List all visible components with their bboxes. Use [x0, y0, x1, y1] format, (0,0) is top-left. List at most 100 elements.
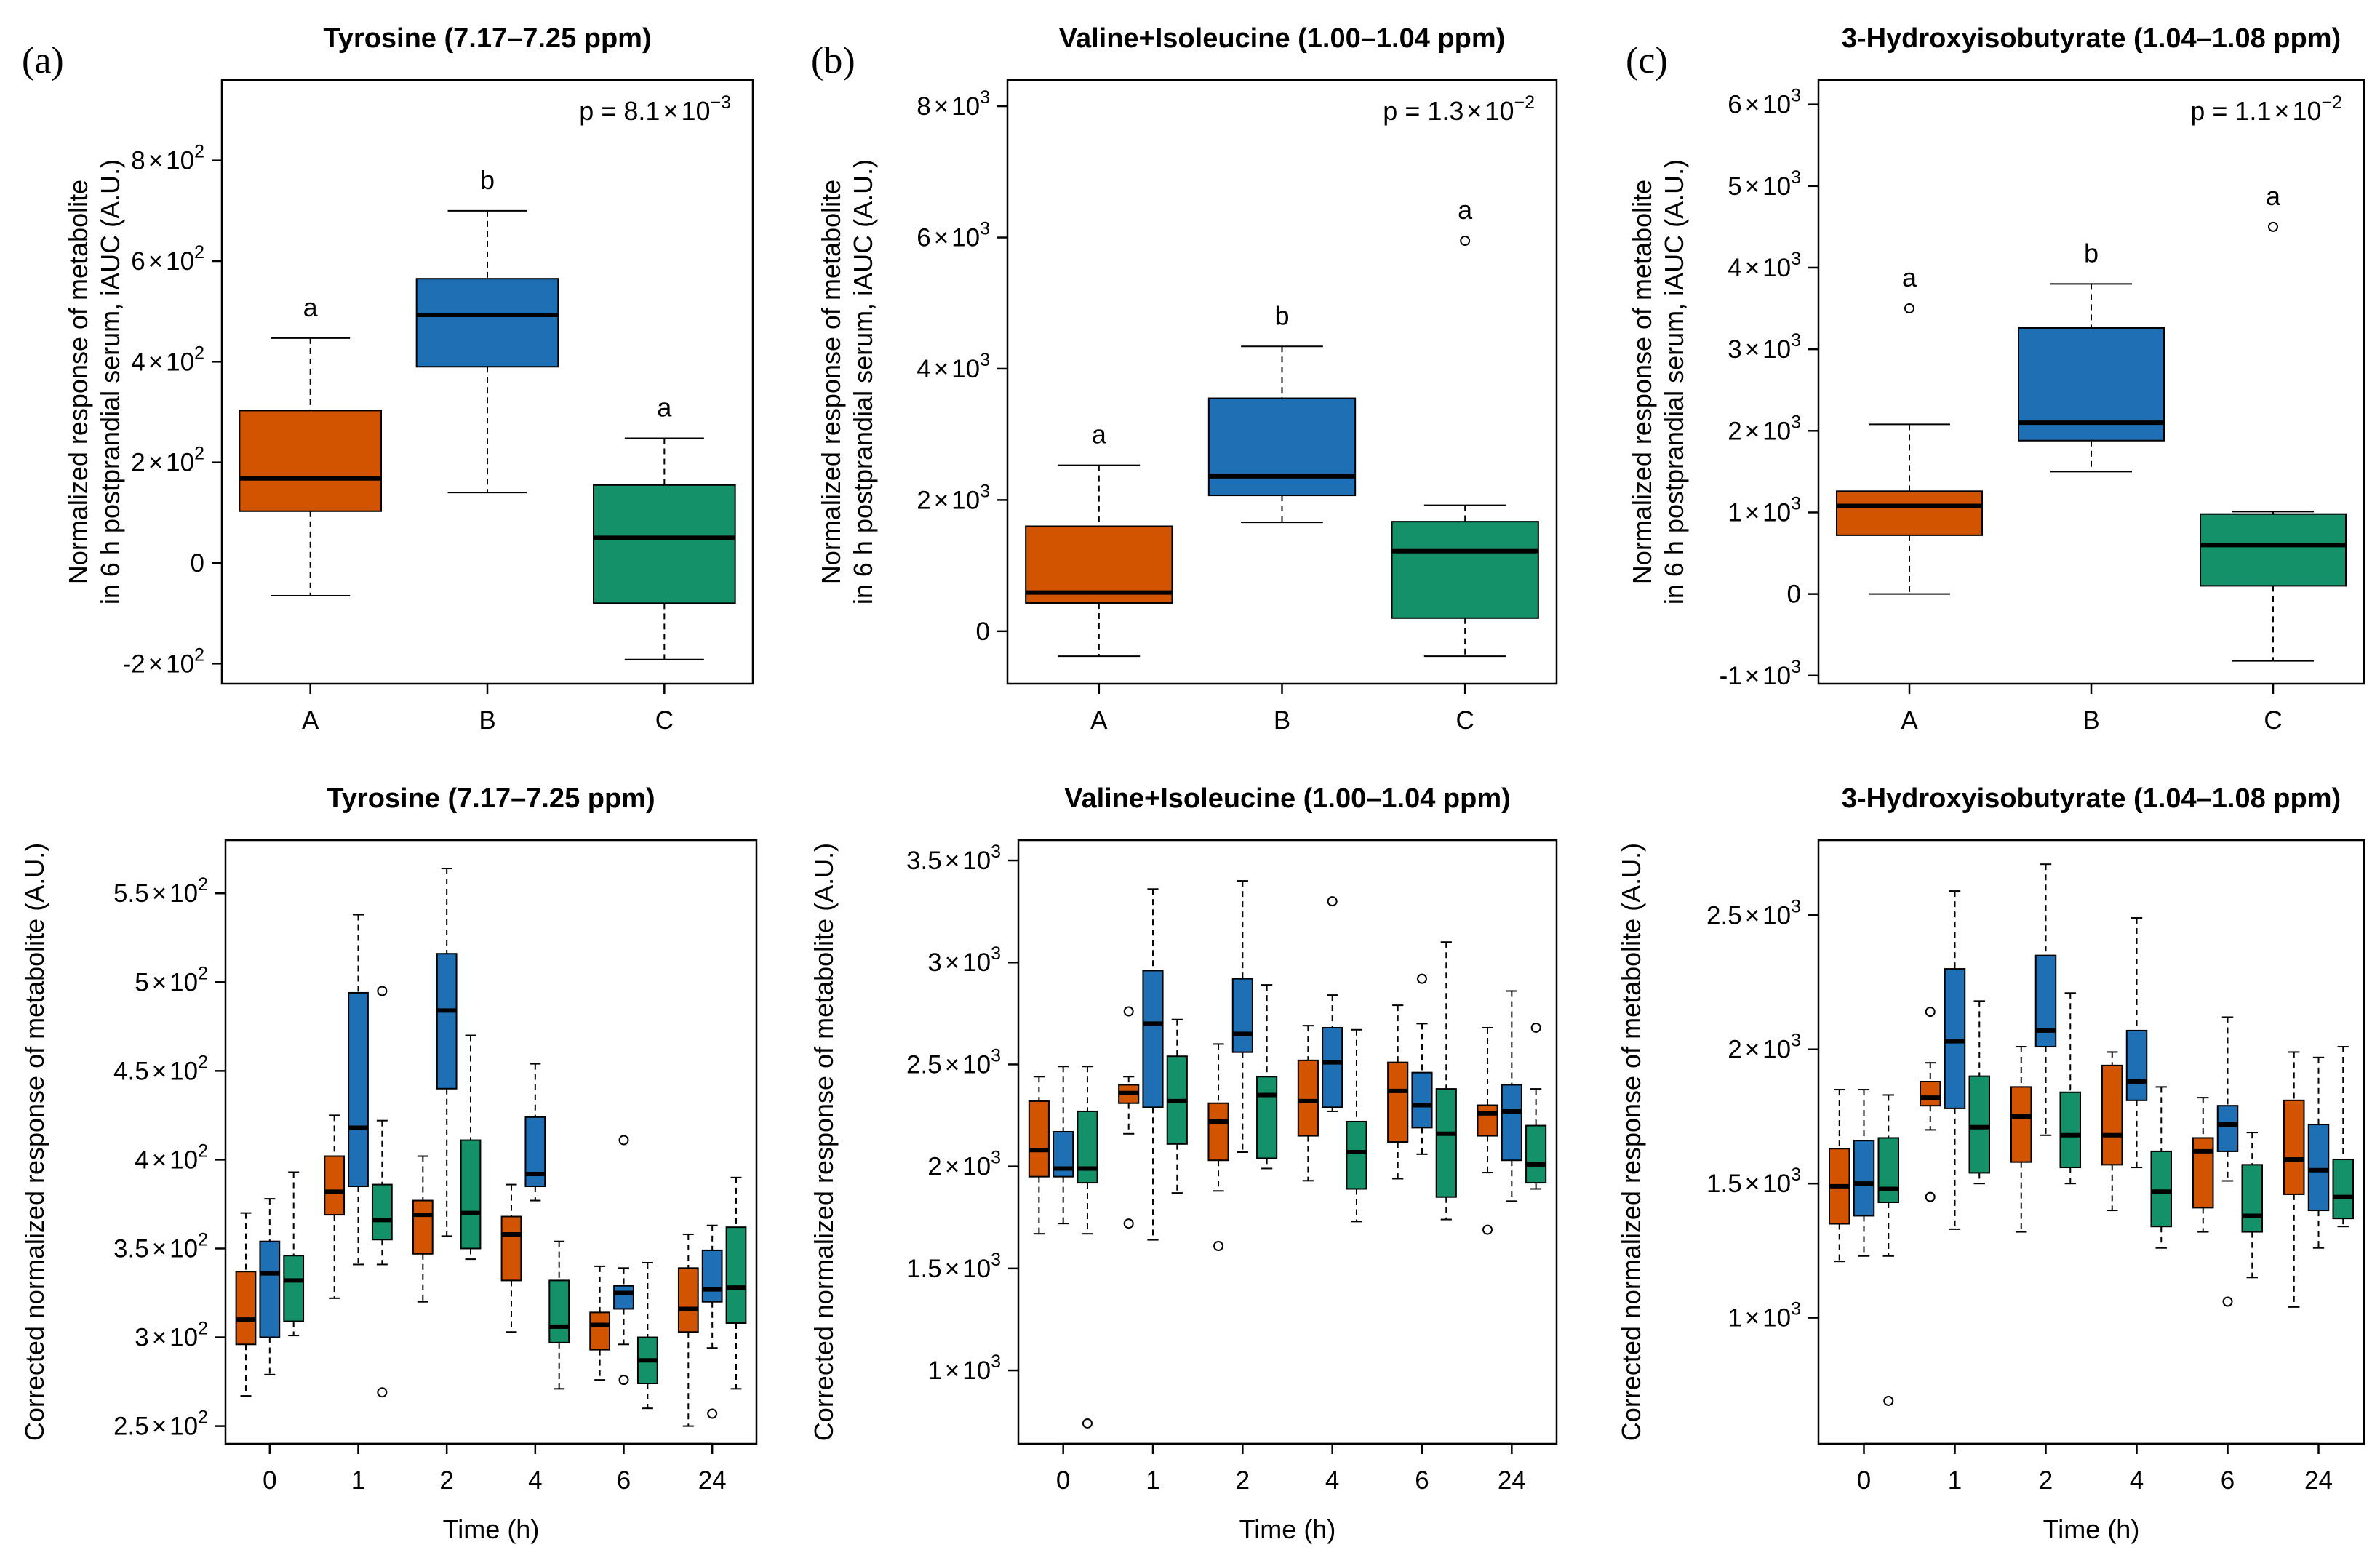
chart-title: 3-Hydroxyisobutyrate (1.04–1.08 ppm)	[1842, 23, 2341, 54]
y-tick-exponent: 3	[1791, 167, 1801, 188]
box-C-6	[1435, 941, 1457, 1221]
y-tick-exponent: 2	[194, 644, 204, 665]
box-A-1	[324, 1114, 346, 1299]
box-A-24	[677, 1233, 699, 1427]
box-iqr	[460, 1139, 482, 1250]
chart-panel-5: 3-Hydroxyisobutyrate (1.04–1.08 ppm)1 × 10…	[1616, 783, 2365, 1544]
x-tick-label: 1	[1146, 1466, 1159, 1495]
y-tick-label: 1.5 × 103	[906, 1250, 1001, 1283]
box-iqr	[1142, 970, 1164, 1108]
y-tick-mantissa: 1.5	[906, 1255, 942, 1283]
y-tick-label: 2 × 103	[917, 481, 990, 514]
times-sign: ×	[934, 486, 949, 514]
y-tick-exponent: 3	[991, 1148, 1001, 1168]
plot-frame	[1817, 839, 2365, 1445]
ten: 10	[169, 1234, 198, 1263]
y-tick-exponent: 3	[980, 219, 990, 239]
y-tick-label: 2 × 102	[131, 444, 204, 477]
box-A-4	[500, 1183, 522, 1333]
outlier-point	[618, 1375, 629, 1386]
outlier-point	[2268, 221, 2278, 232]
ten: 10	[169, 1413, 198, 1441]
ten: 10	[951, 224, 980, 252]
outlier-point	[1904, 303, 1914, 314]
significance-letter: b	[2084, 238, 2099, 268]
y-tick-exponent: 2	[198, 1140, 208, 1161]
y-tick-label: 3 × 102	[135, 1319, 208, 1352]
ten: 10	[962, 948, 991, 977]
plot-frame	[224, 839, 758, 1445]
y-tick-mantissa: 6	[131, 247, 145, 276]
ten: 10	[962, 1255, 991, 1283]
y-axis-label: in 6 h postprandial serum, iAUC (A.U.)	[95, 159, 125, 604]
ten: 10	[1762, 901, 1791, 930]
chart-title: 3-Hydroxyisobutyrate (1.04–1.08 ppm)	[1842, 783, 2341, 814]
y-axis-label: Corrected normalized response of metabol…	[809, 843, 839, 1441]
box-C-2	[460, 1034, 482, 1261]
y-tick-mantissa: 2	[1728, 1036, 1741, 1064]
x-tick-label: 6	[1415, 1466, 1429, 1495]
box-iqr	[1877, 1137, 1899, 1204]
x-tick-label: 24	[698, 1466, 727, 1495]
y-tick-label: 5 × 103	[1728, 167, 1801, 201]
box-iqr	[1836, 490, 1983, 536]
y-tick-exponent: 3	[1791, 412, 1801, 432]
box-iqr	[725, 1226, 747, 1325]
times-sign: ×	[945, 948, 959, 977]
x-tick-label: 6	[617, 1466, 631, 1495]
box-C-24	[2332, 1046, 2354, 1228]
ten: 10	[951, 355, 980, 383]
ten: 10	[951, 486, 980, 514]
box-B-2	[1231, 880, 1253, 1154]
box-A-1	[1118, 1006, 1140, 1229]
box-A-0	[1829, 1089, 1850, 1263]
box-C-24	[1525, 1022, 1547, 1190]
times-sign: ×	[934, 355, 949, 383]
box-B-24	[701, 1224, 723, 1419]
ten: 10	[951, 92, 980, 121]
box-iqr	[1297, 1059, 1319, 1137]
box-A-4	[1297, 1025, 1319, 1182]
box-B-24	[1501, 990, 1522, 1202]
y-tick-mantissa: 3	[135, 1324, 148, 1352]
box-iqr	[1346, 1120, 1367, 1190]
box-iqr	[613, 1285, 634, 1310]
box-iqr	[2216, 1105, 2239, 1152]
y-tick-mantissa: 3.5	[113, 1234, 149, 1263]
y-tick-exponent: 3	[991, 1250, 1001, 1270]
y-tick-exponent: 3	[980, 481, 990, 501]
p-value: p = 1.1 × 10−2	[2190, 92, 2342, 126]
box-iqr	[1391, 521, 1539, 619]
ten: 10	[169, 1146, 198, 1174]
box-iqr	[412, 1199, 434, 1255]
times-sign: ×	[1466, 96, 1482, 126]
times-sign: ×	[1745, 901, 1760, 930]
ten: 10	[962, 1357, 991, 1385]
times-sign: ×	[1745, 498, 1760, 527]
box-A-24	[2283, 1051, 2305, 1308]
y-tick-exponent: 3	[1791, 330, 1801, 351]
box-iqr	[2307, 1124, 2330, 1212]
box-iqr	[2200, 513, 2347, 587]
chart-panel-2: 3-Hydroxyisobutyrate (1.04–1.08 ppm) (c) -…	[1626, 23, 2365, 735]
ten: 10	[169, 968, 198, 996]
box-B-0	[259, 1198, 281, 1375]
box-iqr	[1435, 1088, 1457, 1198]
y-axis-label: Normalized response of metabolite	[816, 180, 846, 584]
y-tick-mantissa: 2.5	[1706, 901, 1742, 930]
box-iqr	[1944, 968, 1966, 1109]
box-B-4	[1322, 896, 1343, 1112]
box-C-1	[371, 986, 393, 1398]
y-tick-label: 4 × 103	[1728, 249, 1801, 282]
p-prefix: p =	[2190, 96, 2235, 126]
y-tick-exponent: 3	[980, 350, 990, 370]
y-axis-label: Normalized response of metabolite	[1627, 180, 1657, 584]
y-tick-exponent: 2	[194, 242, 204, 263]
y-tick-mantissa: 4	[135, 1146, 148, 1174]
box-A	[1025, 464, 1173, 658]
x-tick-label: 6	[2221, 1466, 2235, 1495]
p-mantissa: 1.1	[2235, 96, 2271, 126]
y-tick-exponent: 2	[198, 1407, 208, 1428]
